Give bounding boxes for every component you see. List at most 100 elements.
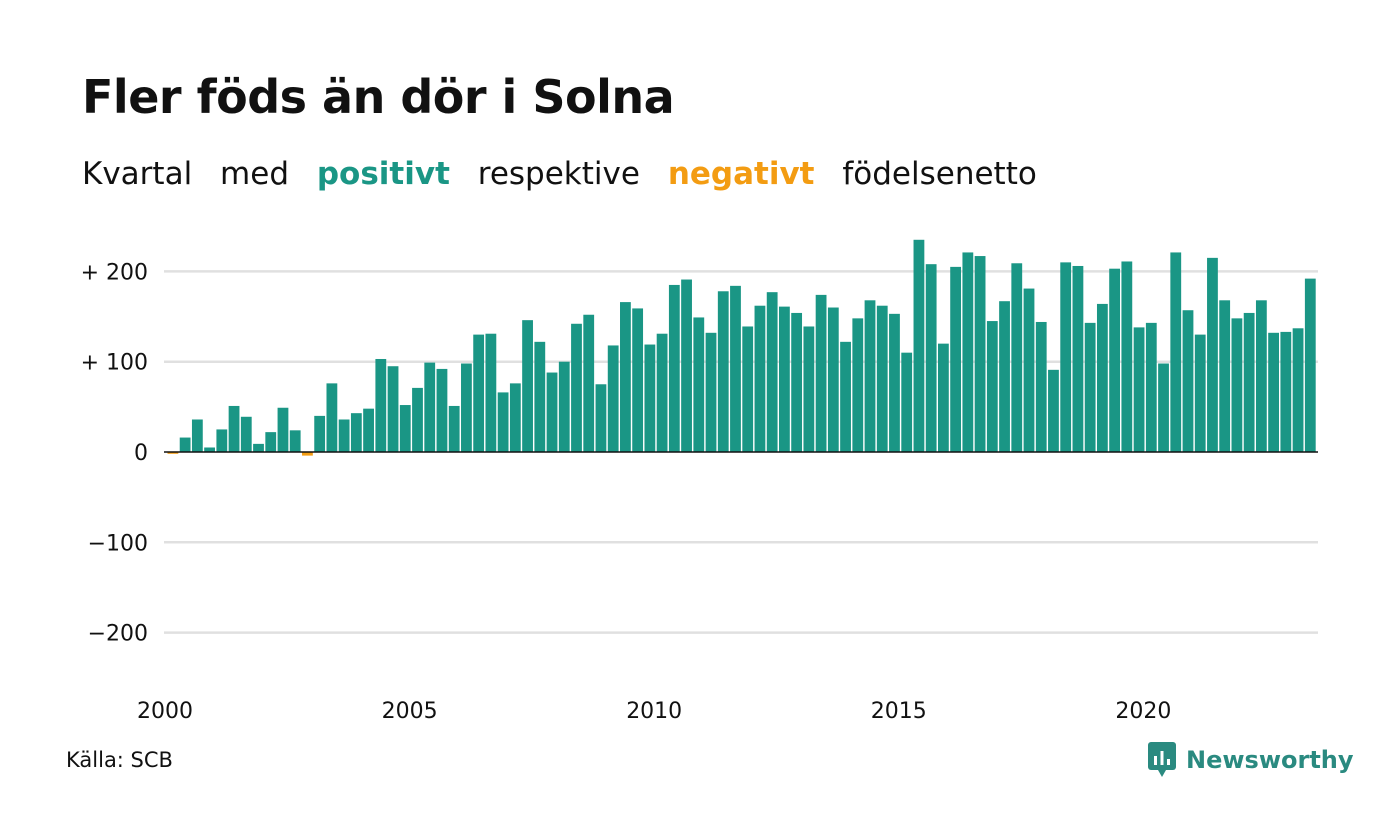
bar-positive xyxy=(962,252,974,452)
bar-positive xyxy=(803,326,815,452)
y-tick-label: + 200 xyxy=(81,260,148,285)
bar-positive xyxy=(583,314,595,452)
bar-positive xyxy=(1243,312,1255,452)
bar-positive xyxy=(827,307,839,452)
bar-positive xyxy=(350,413,362,452)
bar-positive xyxy=(986,321,998,452)
bar-positive xyxy=(607,345,619,452)
y-axis-ticks: + 200 + 100 0 −100 −200 xyxy=(81,260,148,646)
bar-positive xyxy=(925,264,937,452)
bar-positive xyxy=(436,368,448,452)
bar-positive xyxy=(1207,257,1218,453)
bar-positive xyxy=(693,317,705,452)
bar-positive xyxy=(1023,288,1035,452)
bar-positive xyxy=(412,387,423,452)
bar-positive xyxy=(1255,300,1267,452)
bar-positive xyxy=(1072,265,1084,452)
bar-positive xyxy=(314,415,326,452)
bar-positive xyxy=(253,443,264,452)
bar-positive xyxy=(534,341,546,452)
source-note: Källa: SCB xyxy=(66,748,173,772)
bar-positive xyxy=(913,239,925,452)
x-tick-label: 2010 xyxy=(626,699,682,724)
chart-subtitle: Kvartal med positivt respektive negativt… xyxy=(82,156,1055,192)
bar-positive xyxy=(1084,322,1096,452)
bar-positive xyxy=(216,429,228,452)
bar-positive xyxy=(240,416,252,452)
bar-positive xyxy=(999,301,1010,452)
y-tick-label: −100 xyxy=(88,531,148,556)
x-tick-label: 2000 xyxy=(137,699,193,724)
bar-positive xyxy=(668,284,680,452)
x-tick-label: 2005 xyxy=(382,699,438,724)
x-axis-ticks: 2000 2005 2010 2015 2020 xyxy=(137,699,1171,724)
bar-positive xyxy=(754,305,766,452)
bar-positive xyxy=(950,266,962,452)
bar-positive xyxy=(779,306,790,452)
bar-positive xyxy=(1219,300,1231,452)
y-tick-label: + 100 xyxy=(81,351,148,376)
bar-positive xyxy=(1194,334,1206,452)
bar-positive xyxy=(204,447,215,453)
bar-positive xyxy=(681,279,692,452)
bar-positive xyxy=(1170,252,1182,452)
bar-positive xyxy=(1280,331,1292,452)
y-tick-label: 0 xyxy=(134,441,148,466)
bar-positive xyxy=(1048,369,1059,452)
bar-positive xyxy=(852,318,864,452)
bar-positive xyxy=(546,372,558,452)
bar-positive xyxy=(558,361,570,452)
bar-positive xyxy=(522,320,533,452)
subtitle-negative-word: negativt xyxy=(667,156,815,192)
bar-positive xyxy=(1060,262,1072,452)
bar-positive xyxy=(644,344,656,452)
bar-positive xyxy=(191,419,203,452)
y-tick-label: −200 xyxy=(88,622,148,647)
bar-positive xyxy=(497,392,509,452)
bar-positive xyxy=(876,305,888,452)
bar-positive xyxy=(889,313,900,452)
bar-positive xyxy=(840,341,851,452)
bar-positive xyxy=(1109,268,1121,452)
bar-positive xyxy=(864,300,876,452)
bar-positive xyxy=(363,408,374,452)
bar-positive xyxy=(326,383,338,452)
bar-positive xyxy=(179,437,191,452)
bar-positive xyxy=(571,323,582,452)
bar-positive xyxy=(1292,328,1304,452)
bar-positive xyxy=(791,312,803,452)
bar-positive xyxy=(387,366,399,452)
bar-positive xyxy=(595,384,607,452)
bar-series xyxy=(167,239,1316,456)
bar-positive xyxy=(656,333,668,452)
x-tick-label: 2020 xyxy=(1115,699,1171,724)
bar-positive xyxy=(901,352,913,452)
bar-negative xyxy=(302,452,313,456)
chart-title: Fler föds än dör i Solna xyxy=(82,70,675,124)
bar-positive xyxy=(1182,310,1194,452)
bar-positive xyxy=(485,333,497,452)
bar-positive xyxy=(399,405,411,452)
x-tick-label: 2015 xyxy=(871,699,927,724)
bar-positive xyxy=(473,334,485,452)
bar-negative xyxy=(167,452,179,454)
bar-positive xyxy=(742,326,754,452)
subtitle-positive-word: positivt xyxy=(316,156,450,192)
bar-positive xyxy=(1268,332,1279,452)
subtitle-text-kvartal: Kvartal xyxy=(82,156,193,192)
subtitle-text-respektive: respektive xyxy=(477,156,640,192)
bar-positive xyxy=(1304,278,1316,452)
bar-positive xyxy=(461,363,472,452)
bar-positive xyxy=(1121,261,1133,452)
bar-positive xyxy=(974,256,986,452)
brand-logo[interactable]: Newsworthy xyxy=(1148,742,1354,778)
bar-positive xyxy=(632,308,644,452)
bar-positive xyxy=(1011,263,1023,452)
bar-positive xyxy=(1145,322,1157,452)
bar-positive xyxy=(717,291,729,452)
bar-positive xyxy=(277,407,289,452)
subtitle-text-fodelsenetto: födelsenetto xyxy=(842,156,1037,192)
bar-positive xyxy=(937,343,949,452)
bar-positive xyxy=(815,294,827,452)
